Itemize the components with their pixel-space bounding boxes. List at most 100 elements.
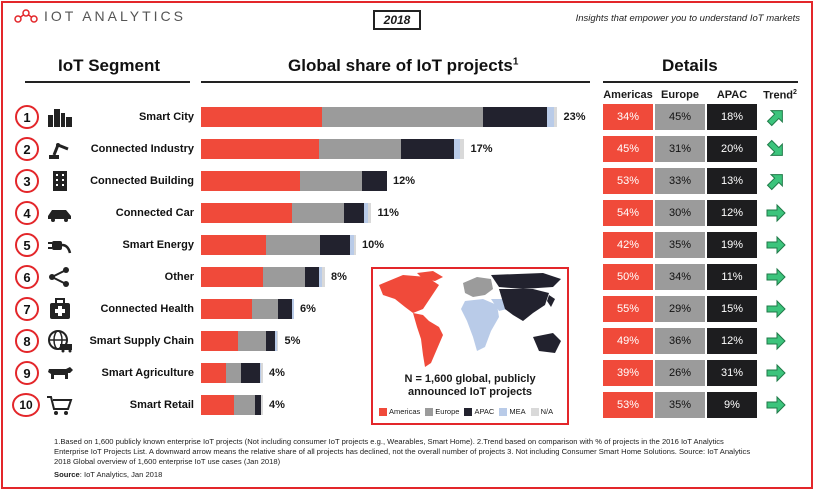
bar-segment-apac: [304, 267, 319, 287]
map-legend: Americas Europe APAC MEA N/A: [379, 407, 553, 417]
bar-segment-mea: [349, 235, 355, 255]
map-africa: [461, 299, 499, 351]
legend-label: Americas: [389, 407, 421, 416]
bar-segment-na: [368, 203, 372, 223]
brand-logo: IOT ANALYTICS: [14, 8, 186, 24]
bar-segment-europe: [263, 267, 305, 287]
bar-total-label: 11%: [377, 207, 399, 219]
bar-segment-na: [354, 235, 356, 255]
sample-size-line-2: announced IoT projects: [407, 386, 533, 398]
europe-cell: 34%: [655, 264, 705, 290]
robot-arm-icon: [49, 143, 69, 159]
stacked-bar: [201, 107, 558, 127]
stacked-bar: [201, 363, 263, 383]
europe-cell: 35%: [655, 392, 705, 418]
apac-cell: 12%: [707, 200, 757, 226]
bar-segment-apac: [483, 107, 547, 127]
trend-header-text: Trend: [763, 89, 794, 102]
rank-badge: 9: [15, 361, 39, 385]
rank-badge: 8: [15, 329, 39, 353]
segment-label: Connected Health: [100, 303, 194, 315]
city-skyline-icon: [48, 109, 72, 127]
legend-label: APAC: [474, 407, 495, 416]
bar-segment-europe: [300, 171, 363, 191]
footnote: 1.Based on 1,600 publicly known enterpri…: [54, 437, 751, 466]
rank-badge: 3: [15, 169, 39, 193]
trend-header: Trend2: [760, 89, 800, 102]
legend-swatch: [464, 408, 473, 417]
network-logo-icon: [14, 9, 38, 23]
globe-truck-icon: [48, 330, 72, 353]
bar-segment-americas: [201, 267, 263, 287]
trend-flat-arrow-icon: [766, 235, 786, 255]
bar-segment-americas: [201, 363, 226, 383]
segment-header: IoT Segment: [58, 56, 161, 75]
apac-cell: 13%: [707, 168, 757, 194]
bar-segment-europe: [238, 331, 267, 351]
car-icon: [48, 210, 71, 222]
power-plug-icon: [48, 241, 72, 254]
bar-segment-mea: [318, 267, 322, 287]
trend-flat-arrow-icon: [766, 363, 786, 383]
bar-segment-apac: [266, 331, 276, 351]
share-header-text: Global share of IoT projects: [288, 56, 513, 75]
segment-label: Smart City: [138, 111, 194, 123]
tagline: Insights that empower you to understand …: [575, 13, 800, 24]
legend-item: Americas: [379, 407, 421, 417]
trend-flat-arrow-icon: [766, 395, 786, 415]
segment-label: Smart Energy: [122, 239, 194, 251]
world-map-inset: N = 1,600 global, publicly announced IoT…: [371, 267, 569, 425]
stacked-bar: [201, 395, 263, 415]
bar-segment-americas: [201, 299, 253, 319]
legend-item: MEA: [499, 407, 526, 417]
americas-cell: 42%: [603, 232, 653, 258]
rank-badge: 2: [15, 137, 39, 161]
legend-swatch: [499, 408, 508, 417]
segment-label: Smart Retail: [129, 399, 194, 411]
segment-label: Other: [164, 271, 194, 283]
segment-row: 2 Connected Industry 17% 45% 31% 20%: [0, 136, 814, 162]
source-label: Source: [54, 470, 80, 479]
legend-label: Europe: [435, 407, 460, 416]
bar-segment-europe: [233, 395, 256, 415]
share-icon: [49, 267, 69, 287]
bar-segment-americas: [201, 235, 267, 255]
europe-cell: 26%: [655, 360, 705, 386]
apac-cell: 11%: [707, 264, 757, 290]
trend-down-arrow-icon: [766, 139, 783, 156]
bar-segment-na: [554, 107, 558, 127]
trend-header-sup: 2: [793, 89, 797, 96]
bar-segment-americas: [201, 139, 319, 159]
stacked-bar: [201, 171, 387, 191]
share-header-sup: 1: [512, 56, 519, 68]
building-icon: [53, 171, 67, 191]
legend-item: Europe: [425, 407, 460, 417]
americas-cell: 34%: [603, 104, 653, 130]
rank-badge: 5: [15, 233, 39, 257]
map-australia: [533, 333, 561, 353]
segment-row: 5 Smart Energy 10% 42% 35% 19%: [0, 232, 814, 258]
details-header-rule: [603, 81, 798, 83]
segment-label: Connected Building: [90, 175, 194, 187]
europe-cell: 30%: [655, 200, 705, 226]
cow-icon: [48, 367, 73, 379]
americas-cell: 39%: [603, 360, 653, 386]
apac-cell: 9%: [707, 392, 757, 418]
bar-total-label: 10%: [362, 239, 385, 251]
bar-total-label: 5%: [284, 335, 301, 347]
bar-segment-na: [276, 331, 279, 351]
segment-row: 8 Smart Supply Chain 5% 49% 36% 12%: [0, 328, 814, 354]
americas-cell: 55%: [603, 296, 653, 322]
map-japan: [547, 295, 555, 307]
stacked-bar: [201, 331, 279, 351]
map-europe: [463, 277, 493, 297]
bar-total-label: 4%: [269, 399, 285, 411]
map-russia: [491, 273, 561, 289]
bar-segment-apac: [241, 363, 260, 383]
segment-label: Smart Agriculture: [101, 367, 194, 379]
segment-row: 10 Smart Retail 4% 53% 35% 9%: [0, 392, 814, 418]
bar-segment-americas: [201, 331, 239, 351]
trend-up-arrow-icon: [766, 110, 783, 127]
apac-cell: 12%: [707, 328, 757, 354]
americas-header: Americas: [603, 89, 653, 101]
